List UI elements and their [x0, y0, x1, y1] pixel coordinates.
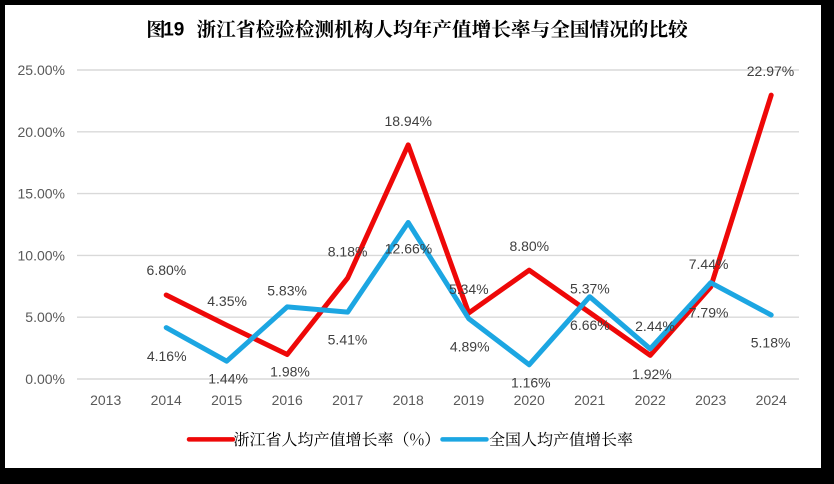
svg-text:2015: 2015	[211, 392, 242, 408]
svg-text:5.37%: 5.37%	[570, 281, 610, 297]
svg-text:2.44%: 2.44%	[635, 318, 675, 334]
svg-text:1.16%: 1.16%	[511, 375, 551, 391]
svg-text:5.00%: 5.00%	[25, 309, 65, 325]
svg-text:12.66%: 12.66%	[385, 241, 432, 257]
svg-text:2017: 2017	[332, 392, 363, 408]
svg-text:8.80%: 8.80%	[509, 238, 549, 254]
svg-text:8.18%: 8.18%	[328, 244, 368, 260]
svg-text:2014: 2014	[151, 392, 182, 408]
svg-text:2013: 2013	[90, 392, 121, 408]
svg-text:0.00%: 0.00%	[25, 371, 65, 387]
svg-text:6.80%: 6.80%	[147, 262, 187, 278]
svg-text:2022: 2022	[635, 392, 666, 408]
svg-text:7.79%: 7.79%	[689, 304, 729, 320]
svg-text:5.18%: 5.18%	[751, 334, 791, 350]
svg-text:5.41%: 5.41%	[328, 331, 368, 347]
svg-text:2019: 2019	[453, 392, 484, 408]
svg-text:7.44%: 7.44%	[689, 256, 729, 272]
svg-text:20.00%: 20.00%	[18, 124, 65, 140]
svg-text:1.92%: 1.92%	[632, 366, 672, 382]
svg-text:2023: 2023	[695, 392, 726, 408]
svg-text:15.00%: 15.00%	[18, 186, 65, 202]
svg-text:2018: 2018	[393, 392, 424, 408]
svg-text:2016: 2016	[272, 392, 303, 408]
svg-text:4.35%: 4.35%	[207, 293, 247, 309]
svg-text:22.97%: 22.97%	[747, 63, 794, 79]
svg-text:4.16%: 4.16%	[147, 348, 187, 364]
svg-text:10.00%: 10.00%	[18, 247, 65, 263]
svg-text:19: 19	[163, 20, 184, 41]
svg-text:1.44%: 1.44%	[208, 371, 248, 387]
svg-text:18.94%: 18.94%	[384, 113, 431, 129]
svg-text:5.83%: 5.83%	[267, 282, 307, 298]
svg-text:25.00%: 25.00%	[18, 62, 65, 78]
svg-text:6.66%: 6.66%	[570, 317, 610, 333]
svg-text:1.98%: 1.98%	[270, 364, 310, 380]
svg-text:2024: 2024	[756, 392, 787, 408]
svg-text:2020: 2020	[514, 392, 545, 408]
svg-text:4.89%: 4.89%	[450, 338, 490, 354]
svg-text:5.34%: 5.34%	[449, 281, 489, 297]
svg-text:2021: 2021	[574, 392, 605, 408]
